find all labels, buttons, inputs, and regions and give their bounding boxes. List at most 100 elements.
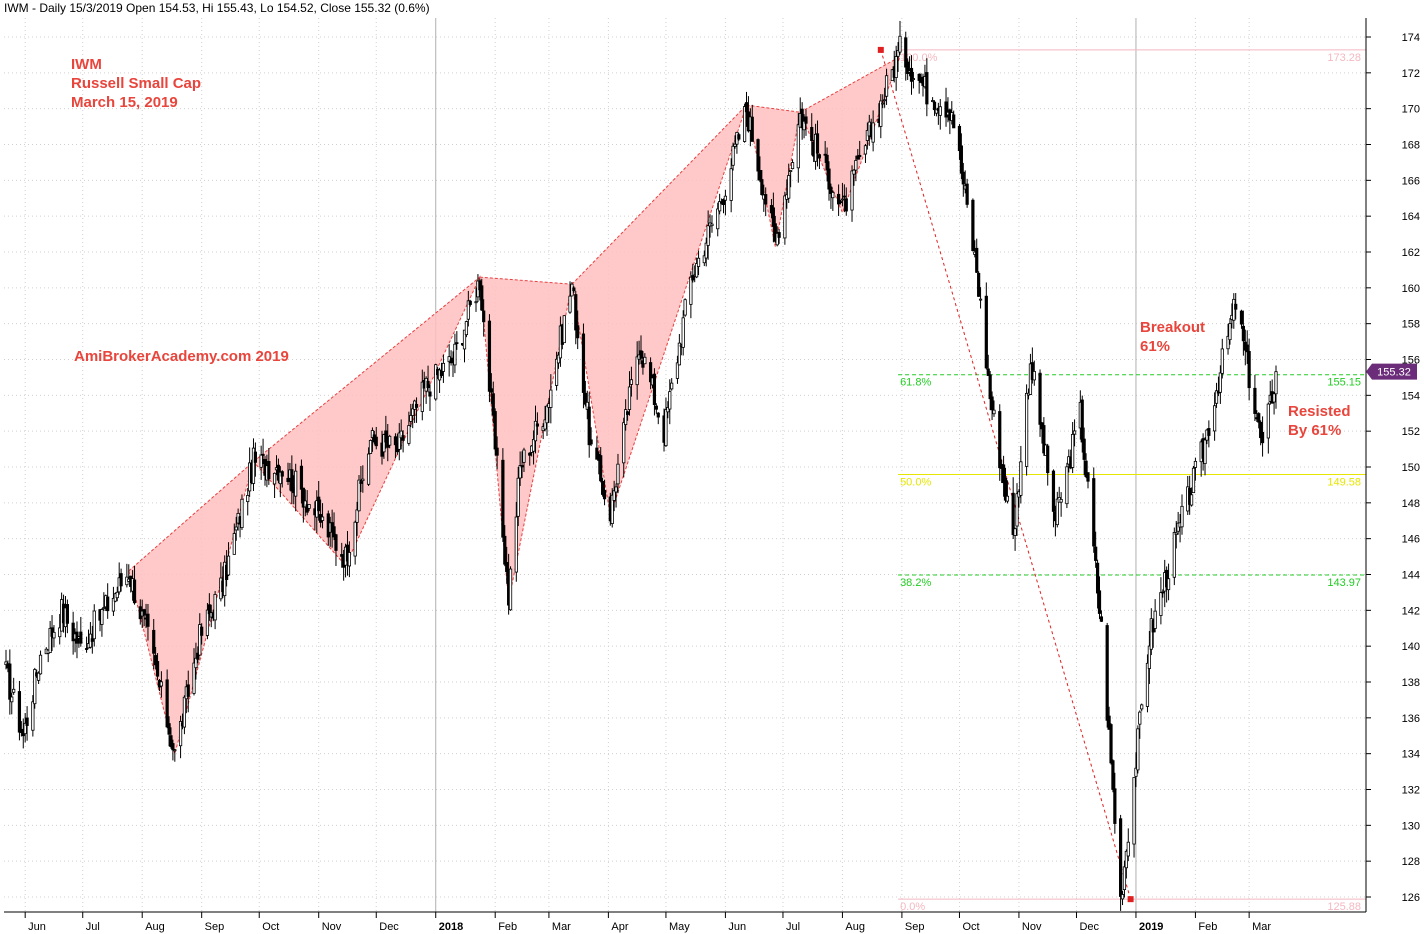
- candle-body: [1113, 788, 1117, 824]
- candle-body: [787, 175, 791, 199]
- candle-body: [894, 56, 898, 78]
- candle-body: [368, 440, 373, 454]
- candle-body: [884, 75, 889, 97]
- candle-body: [823, 153, 827, 156]
- y-tick-label: 174: [1402, 32, 1420, 44]
- candle-body: [468, 300, 472, 305]
- breakout-annotation: Breakout 61%: [1140, 318, 1205, 356]
- candle-body: [1145, 662, 1150, 707]
- candle-body: [842, 195, 846, 198]
- candle-body: [1003, 477, 1008, 501]
- candle-body: [750, 116, 754, 142]
- candle-body: [407, 425, 411, 444]
- candle-body: [25, 717, 29, 726]
- candle-body: [1193, 460, 1198, 468]
- candle-body: [1138, 711, 1142, 725]
- fib-level-value: 143.97: [1327, 577, 1361, 589]
- pattern-peak-line: [746, 104, 801, 113]
- candle-body: [178, 721, 183, 747]
- candle-body: [52, 631, 56, 639]
- candle-body: [1082, 438, 1086, 460]
- y-tick-label: 150: [1402, 462, 1420, 474]
- pattern-peak-line: [479, 276, 572, 285]
- candle-body: [167, 723, 171, 735]
- candle-body: [1159, 592, 1163, 616]
- candle-body: [1092, 478, 1096, 547]
- candle-body: [978, 298, 983, 301]
- candle-body: [38, 654, 43, 675]
- candle-body: [182, 696, 187, 728]
- x-tick-label: Sep: [905, 921, 925, 933]
- candle-body: [1111, 760, 1115, 790]
- candle-body: [984, 295, 988, 369]
- resisted-line-2: By 61%: [1288, 422, 1342, 439]
- candle-body: [1220, 348, 1224, 374]
- candle-body: [428, 391, 432, 397]
- candle-body: [1072, 430, 1077, 435]
- candle-body: [990, 396, 994, 411]
- candle-body: [1095, 562, 1100, 594]
- x-tick-label: Dec: [379, 921, 399, 933]
- candle-body: [441, 362, 446, 372]
- candle-body: [353, 521, 357, 557]
- candle-body: [1174, 532, 1178, 535]
- candle-body: [409, 415, 413, 422]
- candle-body: [656, 412, 660, 418]
- candle-body: [1232, 298, 1236, 321]
- x-tick-label: 2018: [439, 921, 463, 933]
- candle-body: [800, 108, 804, 129]
- candle-body: [1124, 850, 1128, 869]
- candle-body: [307, 504, 311, 509]
- candle-body: [489, 388, 493, 393]
- candle-body: [194, 657, 198, 669]
- candle-body: [272, 472, 277, 485]
- pattern-triangle: [253, 277, 480, 566]
- candle-body: [871, 122, 875, 143]
- candle-body: [681, 317, 685, 348]
- candle-body: [102, 607, 106, 609]
- candle-body: [280, 471, 284, 477]
- y-tick-label: 168: [1402, 140, 1420, 152]
- candle-body: [65, 604, 69, 624]
- candle-body: [115, 591, 119, 599]
- candle-body: [783, 195, 787, 239]
- candle-body: [595, 447, 599, 460]
- candle-body: [556, 354, 561, 364]
- candle-body: [198, 624, 202, 656]
- candle-body: [501, 459, 505, 538]
- candle-body: [462, 329, 467, 350]
- candle-body: [804, 116, 808, 124]
- candle-body: [234, 526, 238, 531]
- candle-body: [909, 67, 914, 82]
- candle-body: [370, 430, 375, 438]
- candle-body: [1011, 492, 1015, 535]
- candle-body: [777, 232, 781, 238]
- x-tick-label: 2019: [1139, 921, 1163, 933]
- candle-body: [1119, 818, 1123, 897]
- x-tick-label: Nov: [322, 921, 342, 933]
- candle-body: [384, 430, 388, 443]
- candle-body: [518, 465, 522, 479]
- candle-body: [585, 401, 589, 410]
- candle-body: [154, 655, 158, 666]
- candle-body: [186, 684, 190, 697]
- pattern-peak-line: [253, 276, 481, 463]
- axes: 126 128 130 132 134 136 138 140 142 144 146 148 150 1…: [4, 18, 1420, 933]
- candle-body: [810, 127, 814, 141]
- candle-body: [599, 455, 603, 482]
- candle-body: [1245, 344, 1249, 353]
- candle-body: [1005, 495, 1010, 502]
- fib-level-value: 149.58: [1327, 477, 1361, 489]
- candle-body: [664, 409, 668, 447]
- candle-body: [278, 471, 282, 485]
- candle-body: [904, 37, 908, 68]
- candle-body: [760, 179, 764, 196]
- candle-body: [299, 465, 304, 490]
- candle-body: [879, 100, 883, 127]
- candle-body: [691, 275, 695, 281]
- candle-body: [361, 478, 365, 482]
- candle-body: [246, 495, 250, 503]
- fib-level-percent: 61.8%: [900, 377, 931, 389]
- candle-body: [301, 487, 305, 508]
- candle-body: [639, 350, 643, 359]
